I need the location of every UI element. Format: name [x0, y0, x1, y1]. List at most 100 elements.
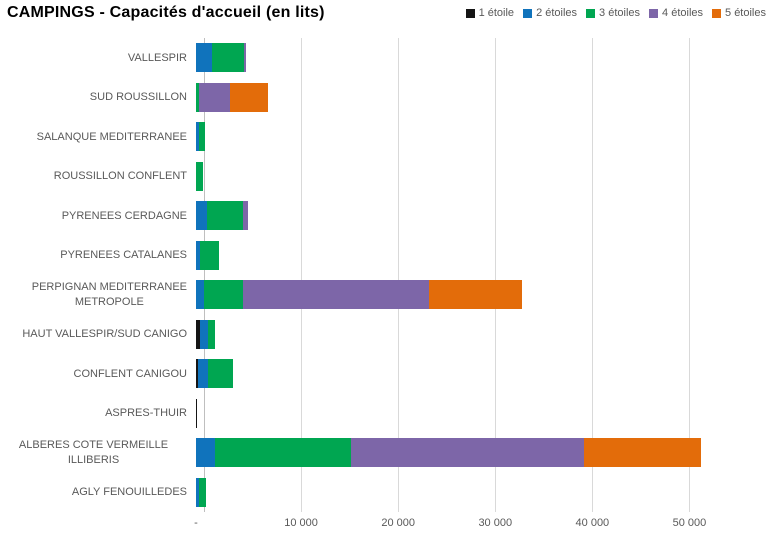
chart-row: VALLESPIR	[0, 38, 770, 78]
legend-label: 5 étoiles	[725, 7, 766, 19]
bar-segment	[199, 477, 206, 507]
bar-segment	[196, 359, 199, 389]
legend-label: 1 étoile	[478, 7, 515, 19]
category-label: CONFLENT CANIGOU	[0, 367, 196, 381]
bar-track	[196, 359, 730, 389]
bar-track	[196, 122, 730, 152]
bar-segment	[198, 82, 231, 112]
category-label: VALLESPIR	[0, 51, 196, 65]
bar-segment	[196, 161, 203, 191]
category-label: HAUT VALLESPIR/SUD CANIGO	[0, 327, 196, 341]
category-label: PERPIGNAN MEDITERRANEE METROPOLE	[0, 280, 196, 309]
bar-track	[196, 240, 730, 270]
legend-item: 4 étoiles	[649, 7, 703, 19]
bar-track	[196, 82, 730, 112]
bar-segment	[196, 240, 200, 270]
bar-segment	[196, 477, 199, 507]
chart-row: CONFLENT CANIGOU	[0, 354, 770, 394]
legend-swatch-icon	[465, 8, 475, 18]
legend-item: 3 étoiles	[586, 7, 640, 19]
category-label-text: SUD ROUSSILLON	[89, 91, 187, 104]
bar-segment	[351, 438, 585, 468]
category-label-text: ALBERES COTE VERMEILLE ILLIBERIS	[18, 439, 169, 466]
category-label: PYRENEES CATALANES	[0, 248, 196, 262]
bar-segment	[199, 319, 208, 349]
bar-track	[196, 161, 730, 191]
bar-segment	[196, 319, 200, 349]
category-label-text: AGLY FENOUILLEDES	[71, 486, 187, 499]
bar-segment	[207, 319, 216, 349]
gridline	[495, 38, 497, 512]
category-label-text: PYRENEES CERDAGNE	[61, 209, 187, 222]
category-label-text: CONFLENT CANIGOU	[73, 367, 187, 380]
gridline	[689, 38, 691, 512]
bar-track	[196, 280, 730, 310]
category-label-text: PERPIGNAN MEDITERRANEE METROPOLE	[31, 281, 187, 308]
axis-tick-label: 40 000	[575, 517, 610, 529]
legend-item: 1 étoile	[465, 7, 515, 19]
chart-row: PYRENEES CATALANES	[0, 236, 770, 276]
bar-segment	[196, 280, 205, 310]
category-label: SUD ROUSSILLON	[0, 90, 196, 104]
bar-segment	[230, 82, 269, 112]
bar-track	[196, 319, 730, 349]
bar-segment	[196, 82, 199, 112]
gridline	[301, 38, 303, 512]
legend-swatch-icon	[712, 8, 722, 18]
category-label-text: ROUSSILLON CONFLENT	[53, 170, 187, 183]
category-label: ASPRES-THUIR	[0, 406, 196, 420]
bar-segment	[244, 43, 246, 73]
bar-segment	[196, 43, 213, 73]
legend-swatch-icon	[586, 8, 596, 18]
category-label-text: VALLESPIR	[127, 51, 187, 64]
bar-segment	[199, 122, 206, 152]
bar-segment	[206, 201, 243, 231]
chart-row: HAUT VALLESPIR/SUD CANIGO	[0, 315, 770, 355]
axis-tick-label: 20 000	[381, 517, 415, 529]
legend-label: 4 étoiles	[662, 7, 704, 19]
legend-item: 2 étoiles	[523, 7, 577, 19]
bar-segment	[196, 122, 200, 152]
chart-row: ASPRES-THUIR	[0, 394, 770, 434]
bar-segment	[242, 280, 429, 310]
category-label: AGLY FENOUILLEDES	[0, 485, 196, 499]
chart-row: PERPIGNAN MEDITERRANEE METROPOLE	[0, 275, 770, 315]
legend-label: 3 étoiles	[599, 7, 641, 19]
bar-segment	[242, 201, 249, 231]
bar-track	[196, 438, 730, 468]
bar-track	[196, 43, 730, 73]
bar-segment	[198, 359, 208, 389]
chart-row: PYRENEES CERDAGNE	[0, 196, 770, 236]
bar-segment	[584, 438, 702, 468]
axis-tick-label: 10 000	[284, 517, 318, 529]
chart-title: CAMPINGS - Capacités d'accueil (en lits)	[7, 4, 325, 21]
category-label: SALANQUE MEDITERRANEE	[0, 130, 196, 144]
bar-rows: VALLESPIR SUD ROUSSILLON SALANQUE MEDITERR…	[0, 38, 770, 512]
bar-segment	[207, 359, 233, 389]
category-label: ROUSSILLON CONFLENT	[0, 169, 196, 183]
chart-row: AGLY FENOUILLEDES	[0, 473, 770, 513]
bar-segment	[196, 398, 198, 428]
chart-row: SUD ROUSSILLON	[0, 78, 770, 118]
bar-segment	[199, 240, 220, 270]
chart-row: ROUSSILLON CONFLENT	[0, 157, 770, 197]
bar-segment	[428, 280, 522, 310]
legend-label: 2 étoiles	[536, 7, 578, 19]
x-axis: - 10 000 20 000 30 000 40 000 50 000	[194, 517, 738, 533]
axis-tick-label: 30 000	[478, 517, 513, 529]
bar-track	[196, 398, 730, 428]
bar-segment	[212, 43, 245, 73]
category-label-text: HAUT VALLESPIR/SUD CANIGO	[22, 328, 187, 341]
gridline	[592, 38, 594, 512]
category-label: PYRENEES CERDAGNE	[0, 209, 196, 223]
legend-item: 5 étoiles	[712, 7, 766, 19]
bar-track	[196, 477, 730, 507]
legend-swatch-icon	[649, 8, 659, 18]
bar-segment	[215, 438, 352, 468]
category-label-text: ASPRES-THUIR	[105, 407, 187, 420]
legend: 1 étoile 2 étoiles 3 étoiles 4 étoiles 5 éto…	[465, 7, 766, 19]
category-axis-line	[204, 38, 205, 512]
axis-tick-label: 50 000	[672, 517, 707, 529]
category-label-text: SALANQUE MEDITERRANEE	[36, 130, 187, 143]
